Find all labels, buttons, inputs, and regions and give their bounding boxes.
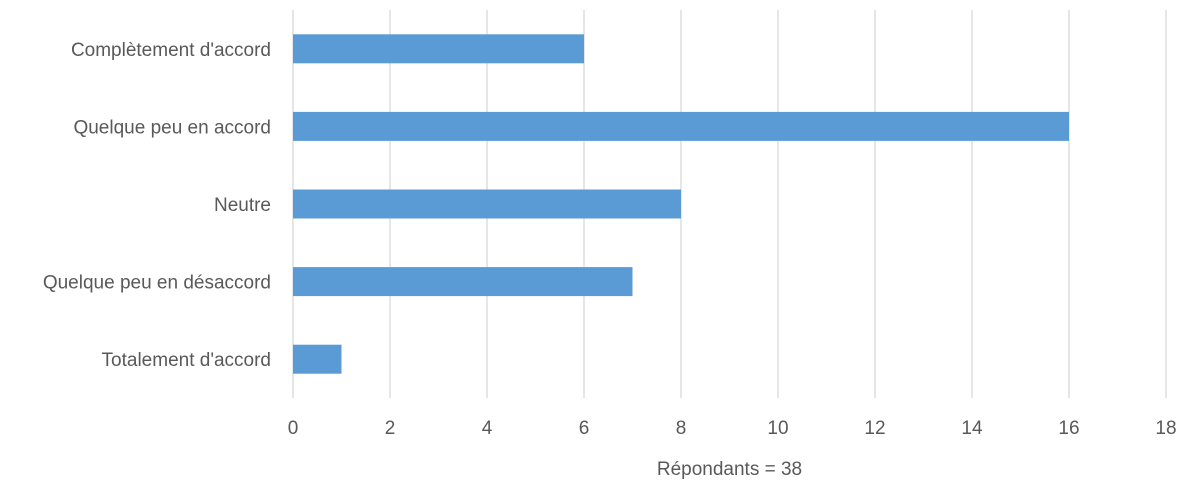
bars: [293, 34, 1069, 374]
x-tick-label: 2: [385, 418, 396, 439]
bar: [293, 111, 1069, 141]
x-tick-label: 4: [482, 418, 493, 439]
x-tick-label: 14: [961, 418, 983, 439]
x-tick-label: 0: [288, 418, 299, 439]
category-label: Quelque peu en désaccord: [43, 273, 271, 294]
x-tick-label: 16: [1058, 418, 1079, 439]
x-axis-title: Répondants = 38: [657, 459, 802, 480]
bar: [293, 344, 342, 374]
bar: [293, 267, 633, 297]
x-tick-label: 6: [579, 418, 590, 439]
x-tick-label: 10: [767, 418, 788, 439]
x-tick-label: 12: [864, 418, 885, 439]
category-label: Neutre: [214, 195, 271, 216]
category-label: Quelque peu en accord: [73, 117, 271, 138]
bar: [293, 189, 681, 219]
bar: [293, 34, 584, 64]
category-label: Totalement d'accord: [102, 350, 271, 371]
x-tick-labels: 0 2 4 6 8 10 12 14 16 18: [288, 418, 1177, 439]
x-tick-label: 8: [676, 418, 687, 439]
x-tick-label: 18: [1155, 418, 1176, 439]
category-labels: Complètement d'accord Quelque peu en acco…: [43, 40, 271, 371]
category-label: Complètement d'accord: [71, 40, 271, 61]
